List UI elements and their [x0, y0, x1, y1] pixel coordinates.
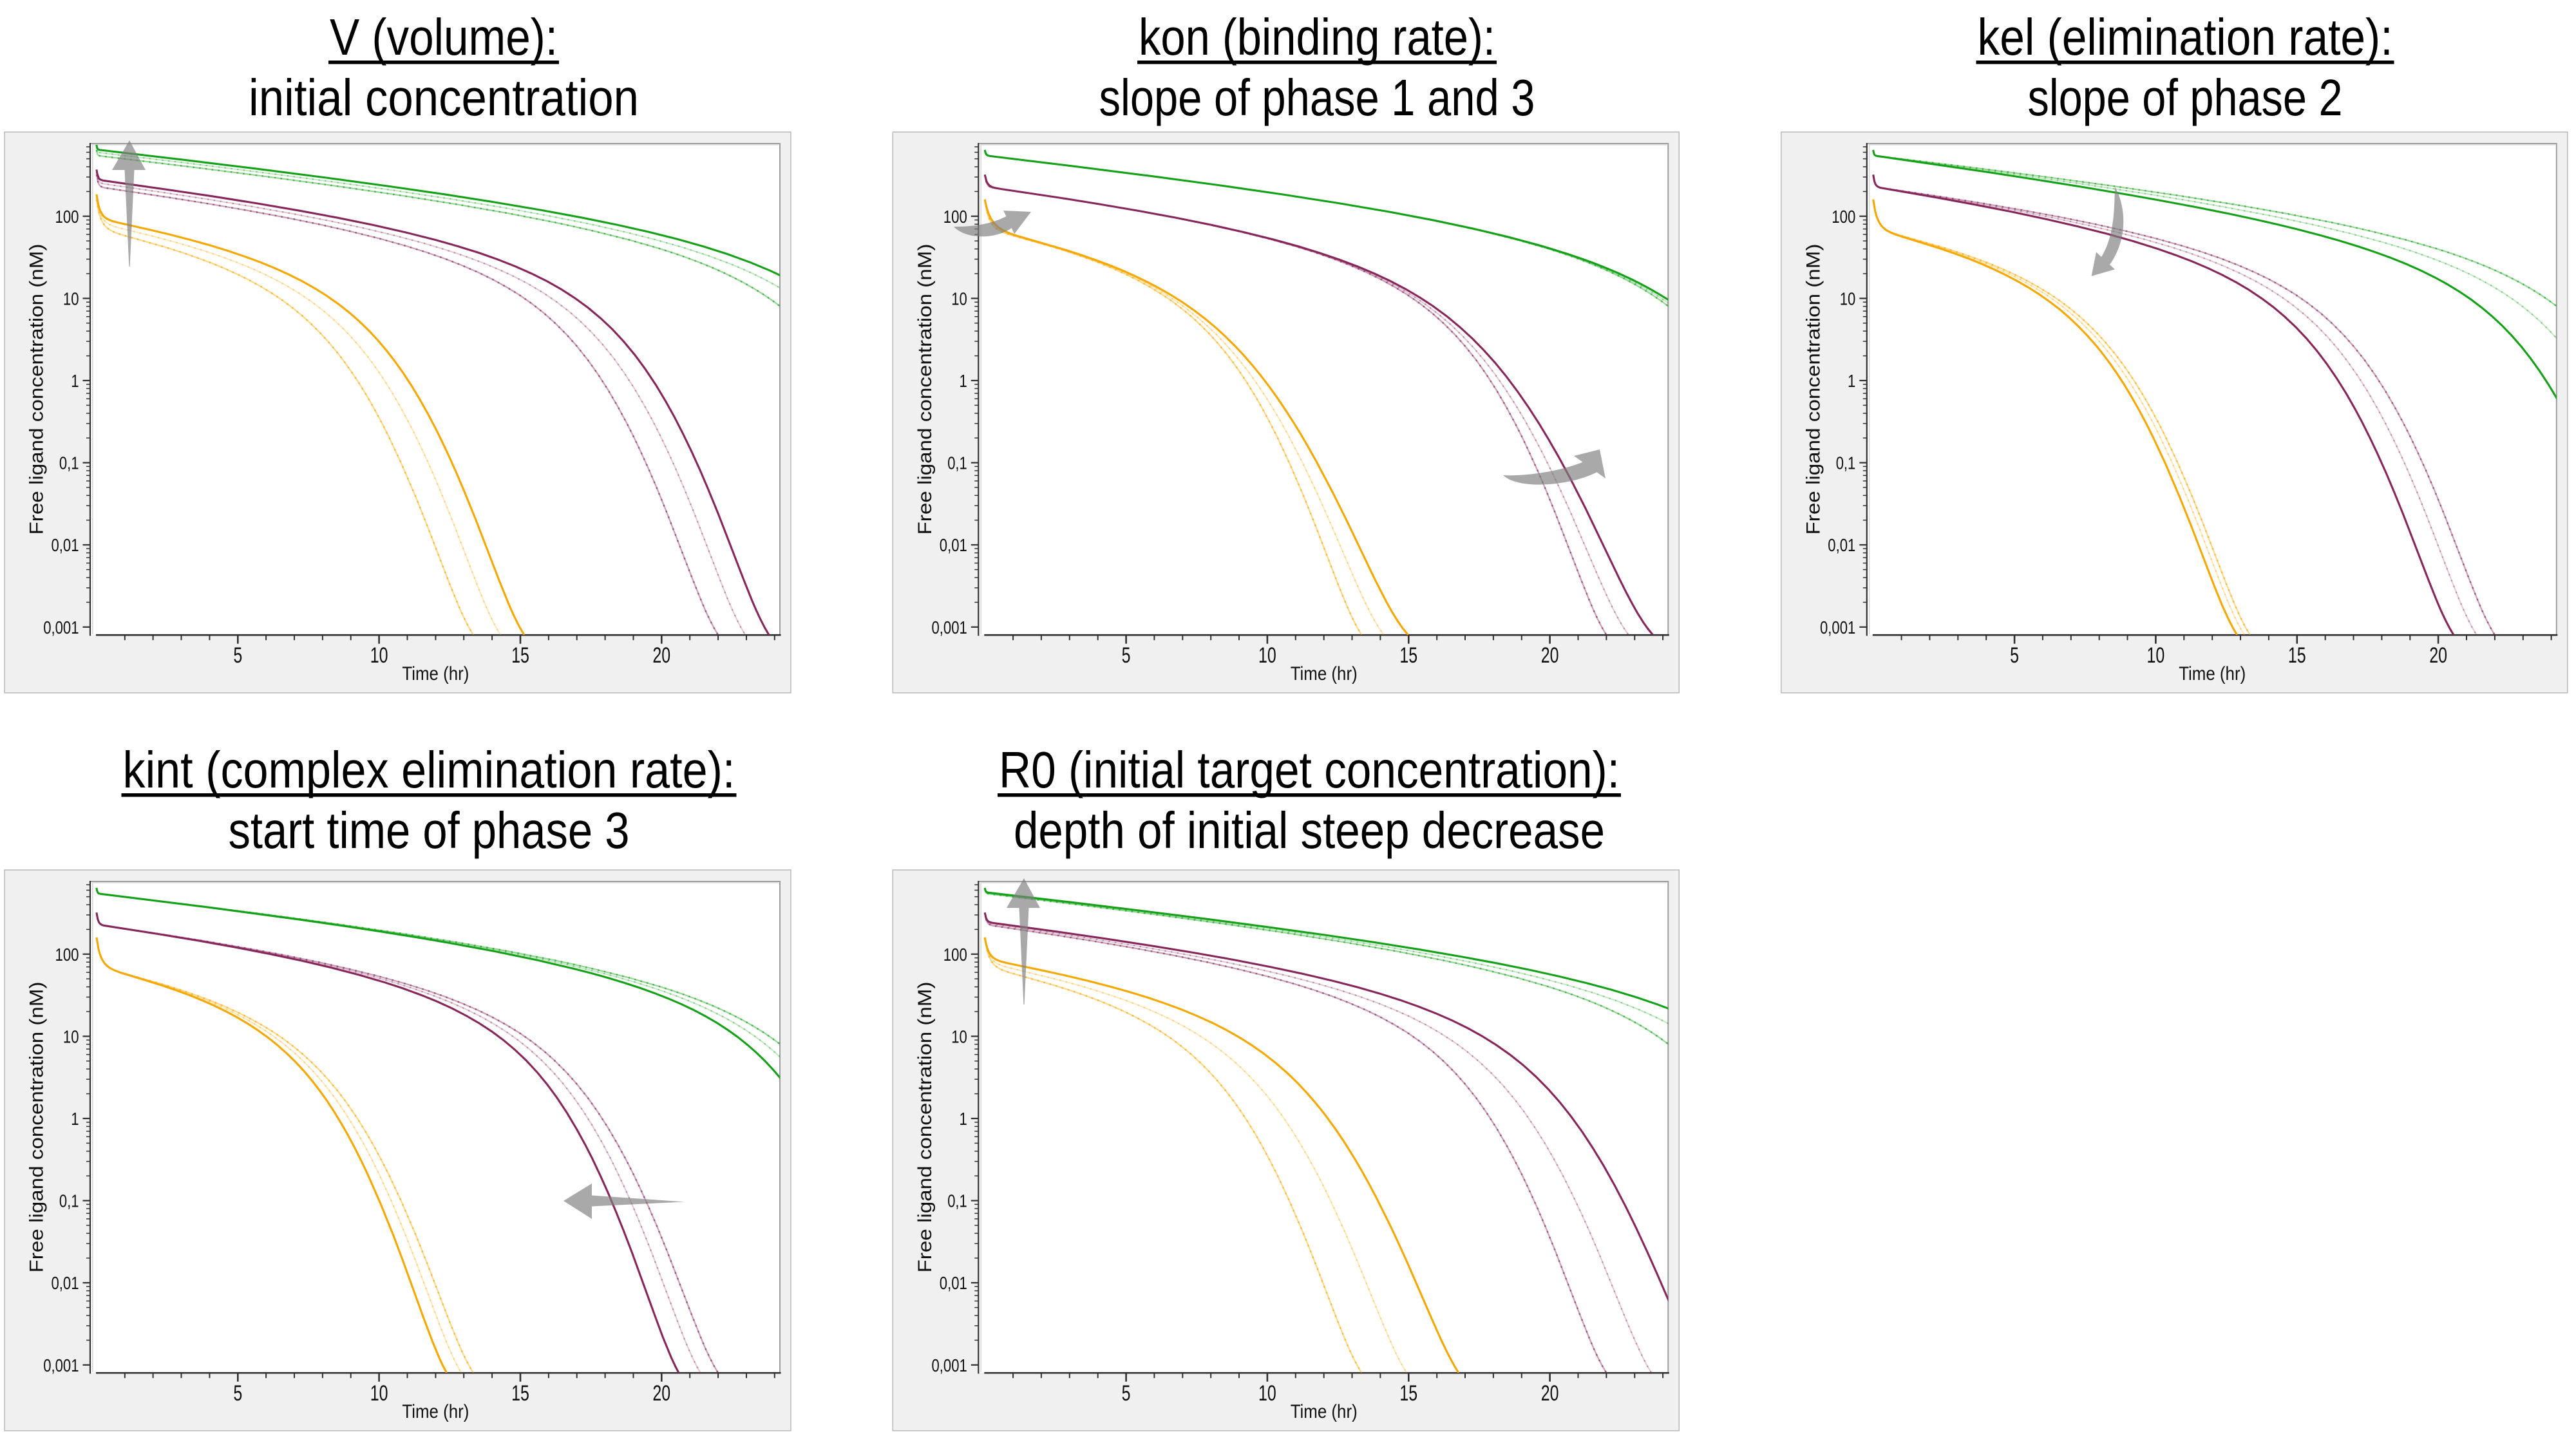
svg-text:Time (hr): Time (hr)	[402, 1401, 469, 1422]
svg-text:1: 1	[960, 1109, 967, 1129]
svg-text:kel (elimination rate):: kel (elimination rate):	[1978, 8, 2393, 66]
svg-text:5: 5	[233, 1381, 242, 1406]
svg-text:0,001: 0,001	[1820, 618, 1855, 637]
svg-text:depth of initial steep decreas: depth of initial steep decrease	[1014, 802, 1605, 859]
svg-text:0,01: 0,01	[52, 1273, 79, 1293]
svg-text:initial concentration: initial concentration	[249, 69, 639, 126]
svg-text:0,001: 0,001	[932, 1355, 967, 1375]
svg-text:1: 1	[1848, 371, 1855, 391]
svg-text:R0 (initial target concentrati: R0 (initial target concentration):	[999, 741, 1620, 798]
svg-text:10: 10	[2147, 643, 2165, 668]
svg-text:start time of phase 3: start time of phase 3	[229, 802, 630, 859]
svg-text:100: 100	[943, 207, 967, 227]
svg-text:5: 5	[233, 643, 242, 668]
svg-text:0,1: 0,1	[59, 1191, 79, 1211]
svg-text:0,1: 0,1	[59, 453, 79, 473]
svg-text:100: 100	[943, 945, 967, 965]
svg-text:10: 10	[951, 1026, 967, 1046]
svg-text:Time (hr): Time (hr)	[402, 663, 469, 684]
svg-text:Free ligand concentration (nM): Free ligand concentration (nM)	[914, 244, 936, 535]
svg-text:slope of phase 1 and 3: slope of phase 1 and 3	[1099, 69, 1535, 126]
svg-text:100: 100	[55, 207, 79, 227]
svg-text:Time (hr): Time (hr)	[2179, 663, 2246, 684]
svg-text:0,1: 0,1	[947, 453, 967, 473]
svg-text:Time (hr): Time (hr)	[1291, 1401, 1358, 1422]
svg-text:10: 10	[1840, 288, 1856, 308]
svg-text:100: 100	[1832, 207, 1855, 227]
svg-text:20: 20	[652, 643, 670, 668]
svg-text:0,001: 0,001	[43, 1355, 79, 1375]
svg-text:20: 20	[1541, 1381, 1559, 1406]
svg-text:V (volume):: V (volume):	[330, 8, 558, 66]
svg-text:5: 5	[1122, 1381, 1131, 1406]
svg-text:10: 10	[951, 288, 967, 308]
svg-text:0,01: 0,01	[940, 1273, 967, 1293]
svg-text:100: 100	[55, 945, 79, 965]
svg-text:0,1: 0,1	[947, 1191, 967, 1211]
svg-text:15: 15	[1399, 643, 1417, 668]
svg-text:0,01: 0,01	[940, 535, 967, 555]
svg-text:Free ligand concentration (nM): Free ligand concentration (nM)	[1803, 244, 1824, 535]
svg-text:Free ligand concentration (nM): Free ligand concentration (nM)	[26, 244, 48, 535]
svg-text:kint (complex elimination rate: kint (complex elimination rate):	[123, 741, 735, 798]
svg-text:1: 1	[71, 1109, 79, 1129]
svg-text:10: 10	[63, 1026, 79, 1046]
svg-text:Free ligand concentration (nM): Free ligand concentration (nM)	[26, 982, 48, 1273]
svg-text:10: 10	[1258, 1381, 1276, 1406]
svg-text:0,01: 0,01	[1828, 535, 1855, 555]
svg-text:15: 15	[511, 643, 529, 668]
svg-text:15: 15	[2288, 643, 2306, 668]
svg-text:1: 1	[71, 371, 79, 391]
svg-text:0,1: 0,1	[1836, 453, 1856, 473]
svg-text:15: 15	[1399, 1381, 1417, 1406]
svg-text:15: 15	[511, 1381, 529, 1406]
svg-text:10: 10	[1258, 643, 1276, 668]
svg-text:10: 10	[63, 288, 79, 308]
svg-text:20: 20	[652, 1381, 670, 1406]
svg-text:5: 5	[2010, 643, 2019, 668]
svg-text:0,01: 0,01	[52, 535, 79, 555]
svg-text:10: 10	[370, 1381, 388, 1406]
svg-text:20: 20	[1541, 643, 1559, 668]
svg-text:20: 20	[2429, 643, 2447, 668]
svg-text:Free ligand concentration (nM): Free ligand concentration (nM)	[914, 982, 936, 1273]
svg-text:1: 1	[960, 371, 967, 391]
svg-text:0,001: 0,001	[43, 618, 79, 637]
svg-text:5: 5	[1122, 643, 1131, 668]
svg-text:0,001: 0,001	[932, 618, 967, 637]
svg-text:10: 10	[370, 643, 388, 668]
svg-text:Time (hr): Time (hr)	[1291, 663, 1358, 684]
svg-text:slope of phase 2: slope of phase 2	[2028, 69, 2343, 126]
svg-text:kon (binding rate):: kon (binding rate):	[1139, 8, 1495, 66]
